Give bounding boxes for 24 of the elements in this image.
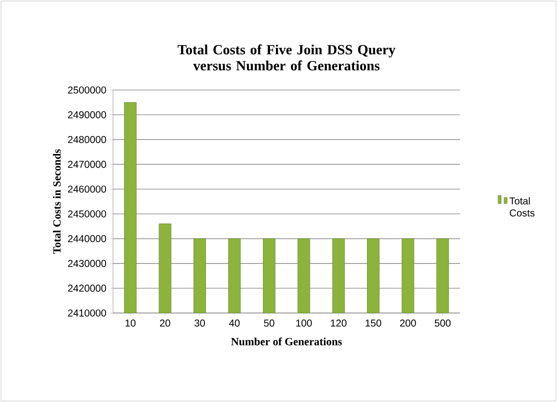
x-tick-label: 20 bbox=[160, 320, 170, 327]
x-tick-label: 150 bbox=[366, 320, 382, 327]
x-tick-label: 50 bbox=[264, 320, 274, 327]
x-tick-label: 200 bbox=[400, 320, 416, 327]
y-tick-label: 2500000 bbox=[68, 86, 106, 94]
x-tick-label: 30 bbox=[194, 320, 205, 327]
x-axis-title: Number of Generations bbox=[231, 337, 342, 346]
y-tick-label: 2430000 bbox=[68, 260, 106, 267]
y-axis-title: Total Costs in Seconds bbox=[52, 149, 61, 254]
x-tick-label: 40 bbox=[229, 320, 240, 327]
x-tick-label: 100 bbox=[296, 320, 312, 327]
x-tick-label: 500 bbox=[434, 320, 451, 327]
chart-title: Total Costs of Five Join DSS Query versus Number of Generations bbox=[178, 44, 396, 70]
y-tick-label: 2470000 bbox=[68, 160, 106, 168]
y-tick-label: 2450000 bbox=[68, 210, 106, 218]
y-tick-label: 2420000 bbox=[68, 284, 106, 292]
legend-label: Total Costs bbox=[510, 197, 535, 216]
x-tick-label: 120 bbox=[330, 320, 347, 327]
y-tick-label: 2440000 bbox=[68, 235, 106, 242]
y-tick-label: 2410000 bbox=[68, 309, 106, 317]
y-tick-label: 2460000 bbox=[68, 186, 106, 193]
y-tick-label: 2480000 bbox=[68, 136, 106, 144]
x-tick-label: 10 bbox=[126, 320, 136, 327]
y-tick-label: 2490000 bbox=[68, 111, 106, 118]
